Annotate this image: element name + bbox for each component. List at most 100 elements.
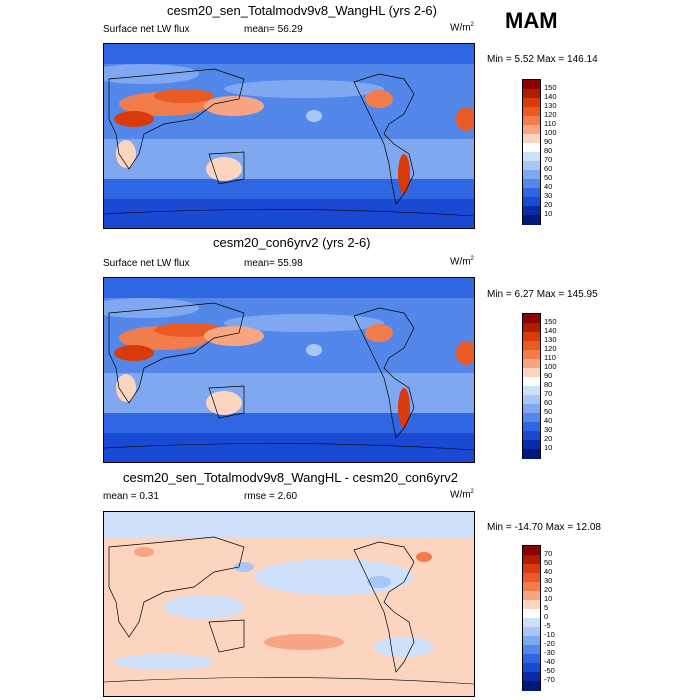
colorbar-swatch [523, 627, 540, 637]
colorbar-tick-label: 150 [544, 317, 557, 326]
colorbar-tick-label: -40 [544, 657, 555, 666]
panel-1-colorbar: 150 140 130 120 110 100 90 80 70 60 50 40 30 20 10 [522, 79, 582, 229]
colorbar-swatch [523, 618, 540, 628]
panel-1-map-field [104, 44, 474, 228]
colorbar-tick-label: -30 [544, 648, 555, 657]
colorbar-swatch [523, 98, 540, 108]
colorbar-swatch [523, 564, 540, 574]
colorbar-tick-label: 110 [544, 119, 556, 128]
panel-3-map [103, 511, 475, 697]
colorbar-swatch [523, 431, 540, 441]
colorbar-swatch [523, 179, 540, 189]
panel-3-title: cesm20_sen_Totalmodv9v8_WangHL - cesm20_… [123, 470, 459, 485]
colorbar-tick-label: 110 [544, 353, 556, 362]
colorbar-tick-label: 10 [544, 209, 553, 218]
colorbar-swatch [523, 404, 540, 414]
colorbar-swatch [523, 582, 540, 592]
colorbar-tick-label: 40 [544, 567, 553, 576]
season-label: MAM [505, 8, 558, 33]
panel-3-map-field [104, 512, 474, 696]
colorbar-tick-label: 120 [544, 110, 557, 119]
panel-1-colorbar-swatches [522, 79, 541, 225]
colorbar-tick-label: 140 [544, 92, 557, 101]
colorbar-tick-label: 70 [544, 155, 553, 164]
colorbar-tick-label: 70 [544, 389, 553, 398]
colorbar-tick-label: 5 [544, 603, 549, 612]
colorbar-swatch [523, 591, 540, 601]
panel-2-mean-label: mean= 55.98 [244, 258, 303, 269]
colorbar-swatch [523, 645, 540, 655]
colorbar-swatch [523, 323, 540, 333]
colorbar-swatch [523, 197, 540, 207]
colorbar-tick-label: 90 [544, 137, 553, 146]
colorbar-swatch [523, 89, 540, 99]
colorbar-swatch [523, 600, 540, 610]
colorbar-tick-label: 50 [544, 558, 553, 567]
panel-3-minmax: Min = -14.70 Max = 12.08 [487, 522, 601, 533]
panel-3-units: W/m2 [450, 489, 474, 501]
panel-2-map-field [104, 278, 474, 462]
panel-1-map [103, 43, 475, 229]
colorbar-tick-label: 80 [544, 146, 553, 155]
panel-1-mean-label: mean= 56.29 [244, 24, 303, 35]
colorbar-swatch [523, 386, 540, 396]
colorbar-swatch [523, 377, 540, 387]
colorbar-swatch [523, 170, 540, 180]
panel-1-variable-label: Surface net LW flux [103, 24, 190, 35]
colorbar-tick-label: 100 [544, 128, 557, 137]
colorbar-tick-label: 10 [544, 594, 553, 603]
colorbar-swatch [523, 395, 540, 405]
colorbar-swatch [523, 116, 540, 126]
colorbar-tick-label: 40 [544, 182, 553, 191]
panel-3-colorbar-swatches [522, 545, 541, 691]
colorbar-tick-label: 120 [544, 344, 557, 353]
colorbar-swatch [523, 359, 540, 369]
colorbar-swatch [523, 206, 540, 216]
colorbar-swatch [523, 350, 540, 360]
colorbar-swatch [523, 672, 540, 682]
colorbar-tick-label: 80 [544, 380, 553, 389]
colorbar-tick-label: 130 [544, 101, 557, 110]
colorbar-tick-label: 20 [544, 585, 553, 594]
panel-2-minmax: Min = 6.27 Max = 145.95 [487, 289, 598, 300]
colorbar-swatch [523, 80, 540, 90]
panel-3-mean-label: mean = 0.31 [103, 491, 159, 502]
panel-2-variable-label: Surface net LW flux [103, 258, 190, 269]
colorbar-swatch [523, 636, 540, 646]
colorbar-swatch [523, 573, 540, 583]
colorbar-tick-label: -10 [544, 630, 555, 639]
colorbar-tick-label: 60 [544, 398, 553, 407]
panel-1-units: W/m2 [450, 22, 474, 34]
colorbar-tick-label: 140 [544, 326, 557, 335]
panel-1-minmax: Min = 5.52 Max = 146.14 [487, 54, 598, 65]
colorbar-tick-label: 30 [544, 191, 553, 200]
panel-2-map [103, 277, 475, 463]
colorbar-swatch [523, 368, 540, 378]
colorbar-tick-label: -5 [544, 621, 551, 630]
panel-3-colorbar: 70 50 40 30 20 10 5 0 -5 -10 -20 -30 -40 -50 -70 [522, 545, 582, 695]
colorbar-tick-label: 10 [544, 443, 553, 452]
colorbar-tick-label: 100 [544, 362, 557, 371]
colorbar-swatch [523, 449, 540, 459]
colorbar-tick-label: 90 [544, 371, 553, 380]
panel-2-colorbar: 150 140 130 120 110 100 90 80 70 60 50 40 30 20 10 [522, 313, 582, 463]
panel-1-title: cesm20_sen_Totalmodv9v8_WangHL (yrs 2-6) [167, 3, 437, 18]
colorbar-tick-label: 20 [544, 200, 553, 209]
colorbar-swatch [523, 215, 540, 225]
colorbar-tick-label: -20 [544, 639, 555, 648]
colorbar-swatch [523, 654, 540, 664]
colorbar-tick-label: 70 [544, 549, 553, 558]
colorbar-swatch [523, 341, 540, 351]
colorbar-swatch [523, 161, 540, 171]
colorbar-swatch [523, 440, 540, 450]
colorbar-tick-label: 150 [544, 83, 557, 92]
colorbar-tick-label: -50 [544, 666, 555, 675]
colorbar-swatch [523, 107, 540, 117]
colorbar-swatch [523, 609, 540, 619]
colorbar-swatch [523, 152, 540, 162]
colorbar-swatch [523, 422, 540, 432]
colorbar-swatch [523, 681, 540, 691]
colorbar-swatch [523, 188, 540, 198]
panel-3-rmse-label: rmse = 2.60 [244, 491, 298, 502]
colorbar-tick-label: 20 [544, 434, 553, 443]
